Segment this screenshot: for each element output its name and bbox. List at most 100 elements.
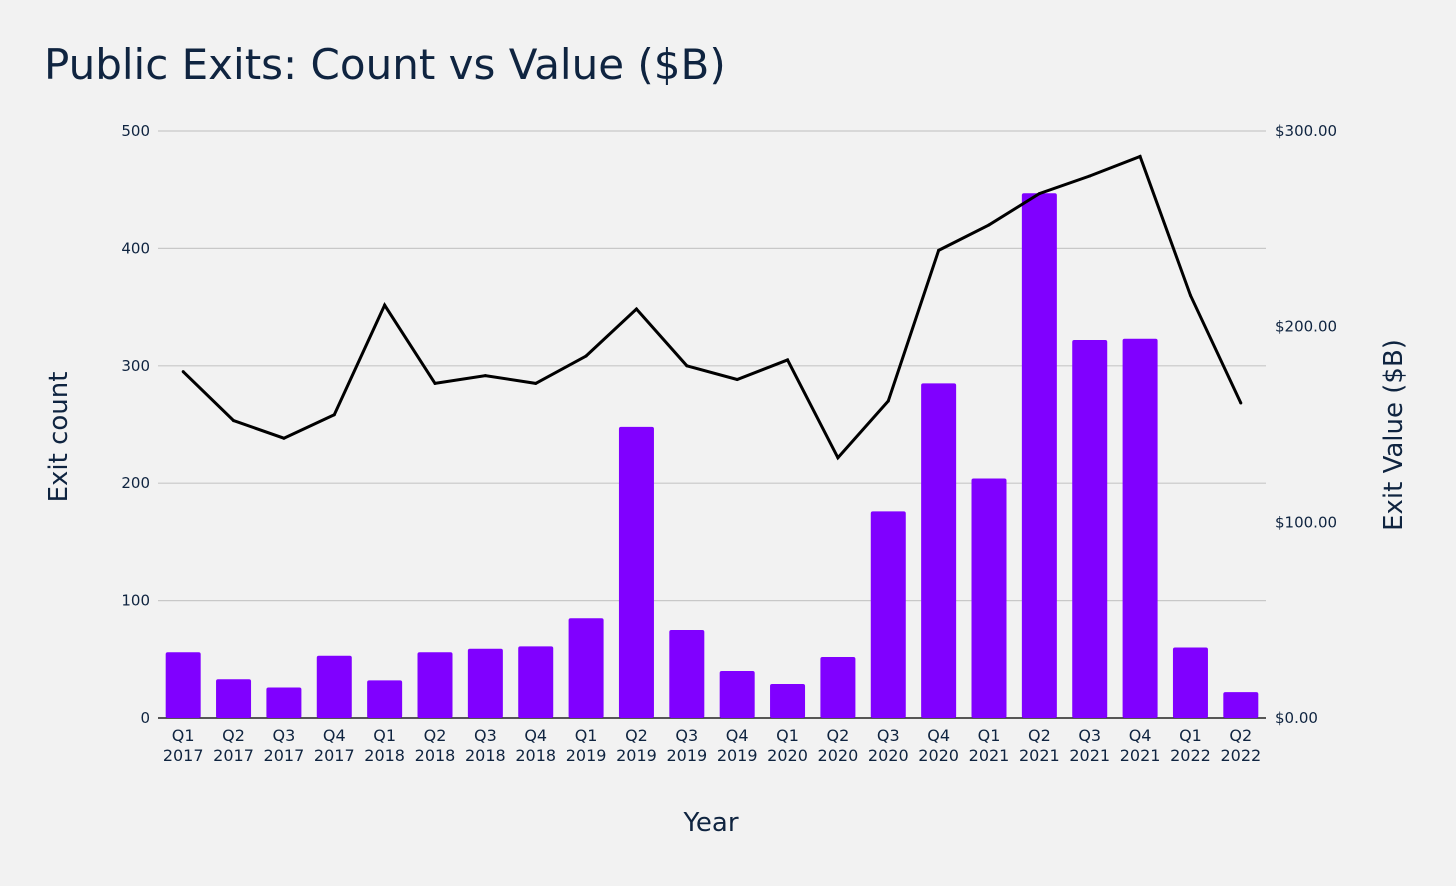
y2-axis-title: Exit Value ($B) (1379, 339, 1409, 531)
bar-q4-2021 (1122, 338, 1158, 718)
x-tick-year: 2019 (717, 746, 758, 765)
x-tick-quarter: Q1 (172, 726, 195, 745)
y-tick-label: 200 (121, 474, 150, 492)
line-point-q3-2019 (685, 364, 689, 368)
bar-q4-2017 (316, 655, 352, 718)
line-point-q1-2022 (1188, 293, 1192, 297)
bar-q1-2017 (165, 652, 201, 718)
y-tick-label: 100 (121, 592, 150, 610)
bar-q3-2018 (467, 648, 503, 718)
x-tick-quarter: Q4 (323, 726, 346, 745)
line-point-q3-2017 (282, 436, 286, 440)
x-tick-year: 2017 (264, 746, 305, 765)
line-point-q2-2019 (634, 307, 638, 311)
x-tick-year: 2021 (1069, 746, 1110, 765)
line-point-q2-2018 (433, 381, 437, 385)
bar-q2-2017 (216, 679, 252, 718)
bar-q2-2021 (1021, 193, 1057, 719)
bar-q4-2020 (921, 383, 957, 718)
y2-tick-label: $100.00 (1275, 513, 1337, 531)
bar-q1-2021 (971, 478, 1007, 718)
category-labels: Q12017Q22017Q32017Q42017Q12018Q22018Q320… (163, 726, 1261, 765)
x-tick-year: 2021 (1019, 746, 1060, 765)
x-tick-year: 2020 (868, 746, 909, 765)
y2-tick-label: $300.00 (1275, 122, 1337, 140)
y-tick-label: 300 (121, 357, 150, 375)
x-tick-quarter: Q2 (424, 726, 447, 745)
bar-q3-2017 (266, 687, 302, 718)
line-point-q3-2020 (886, 399, 890, 403)
bar-q1-2022 (1172, 647, 1208, 718)
line-point-q1-2019 (584, 354, 588, 358)
left-axis-ticks: 0 100 200 300 400 500 (121, 122, 150, 727)
line-point-q2-2017 (232, 419, 236, 423)
x-tick-year: 2017 (163, 746, 204, 765)
x-tick-quarter: Q4 (927, 726, 950, 745)
x-tick-quarter: Q2 (1028, 726, 1051, 745)
x-tick-quarter: Q3 (675, 726, 698, 745)
bar-q4-2019 (719, 671, 755, 718)
x-tick-quarter: Q4 (1129, 726, 1152, 745)
x-tick-year: 2020 (818, 746, 859, 765)
x-tick-year: 2021 (969, 746, 1010, 765)
y-tick-label: 500 (121, 122, 150, 140)
x-tick-year: 2020 (918, 746, 959, 765)
line-point-q2-2021 (1037, 192, 1041, 196)
y2-tick-label: $0.00 (1275, 709, 1318, 727)
x-tick-quarter: Q2 (222, 726, 245, 745)
x-tick-year: 2018 (364, 746, 405, 765)
x-axis-title: Year (682, 808, 738, 838)
x-tick-quarter: Q3 (877, 726, 900, 745)
x-tick-year: 2020 (767, 746, 808, 765)
line-point-q4-2018 (534, 381, 538, 385)
line-point-q2-2022 (1239, 401, 1243, 405)
right-axis-ticks: $0.00 $100.00 $200.00 $300.00 (1275, 122, 1337, 727)
line-point-q1-2018 (383, 303, 387, 307)
x-tick-year: 2019 (616, 746, 657, 765)
bar-q3-2020 (870, 511, 906, 718)
x-tick-year: 2018 (465, 746, 506, 765)
x-tick-quarter: Q1 (978, 726, 1001, 745)
y2-tick-label: $200.00 (1275, 318, 1337, 336)
x-tick-quarter: Q1 (1179, 726, 1202, 745)
x-tick-quarter: Q1 (575, 726, 598, 745)
x-tick-quarter: Q2 (1229, 726, 1252, 745)
x-tick-year: 2018 (515, 746, 556, 765)
bar-q2-2018 (417, 652, 453, 718)
x-tick-quarter: Q3 (273, 726, 296, 745)
line-series (181, 154, 1243, 461)
x-tick-quarter: Q4 (524, 726, 547, 745)
line-point-q4-2021 (1138, 154, 1142, 158)
line-point-q1-2021 (987, 223, 991, 227)
x-tick-quarter: Q1 (373, 726, 396, 745)
bar-q3-2021 (1072, 339, 1108, 718)
x-tick-quarter: Q3 (1078, 726, 1101, 745)
bar-q2-2020 (820, 656, 856, 718)
line-point-q3-2018 (483, 374, 487, 378)
x-tick-quarter: Q2 (827, 726, 850, 745)
x-tick-quarter: Q3 (474, 726, 497, 745)
x-tick-quarter: Q2 (625, 726, 648, 745)
x-tick-year: 2017 (314, 746, 355, 765)
line-point-q2-2020 (836, 456, 840, 460)
bar-q3-2019 (669, 629, 705, 718)
line-point-q3-2021 (1088, 174, 1092, 178)
line-point-q1-2017 (181, 370, 185, 374)
bar-q2-2022 (1223, 692, 1259, 718)
bar-q1-2020 (770, 683, 806, 718)
y-tick-label: 0 (140, 709, 150, 727)
x-tick-year: 2022 (1220, 746, 1261, 765)
x-tick-year: 2021 (1120, 746, 1161, 765)
x-tick-quarter: Q1 (776, 726, 799, 745)
x-tick-quarter: Q4 (726, 726, 749, 745)
x-tick-year: 2019 (666, 746, 707, 765)
y-axis-title: Exit count (44, 372, 74, 503)
y-tick-label: 400 (121, 239, 150, 257)
x-tick-year: 2017 (213, 746, 254, 765)
exit-value-line (182, 154, 1243, 461)
x-tick-year: 2022 (1170, 746, 1211, 765)
x-tick-year: 2018 (415, 746, 456, 765)
line-point-q4-2017 (332, 413, 336, 417)
x-tick-year: 2019 (566, 746, 607, 765)
